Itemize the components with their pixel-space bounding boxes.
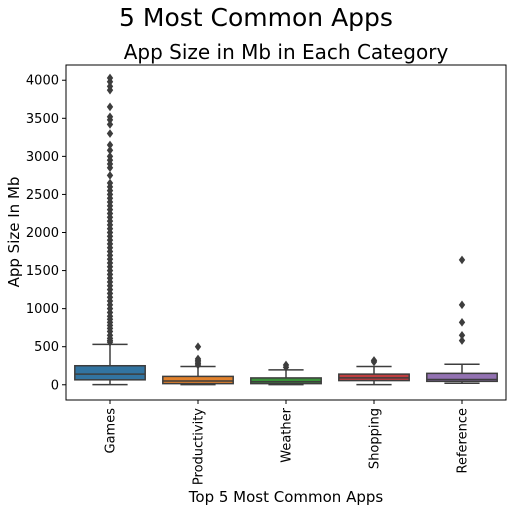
- box-group-games: [74, 73, 146, 386]
- chart-suptitle: 5 Most Common Apps: [119, 3, 393, 32]
- x-tick-label: Weather: [280, 407, 295, 462]
- outlier-point: [106, 112, 114, 122]
- box-group-productivity: [162, 342, 234, 386]
- outlier-point: [106, 145, 114, 155]
- x-tick-label: Games: [104, 408, 119, 454]
- y-tick-label: 2000: [26, 226, 59, 241]
- y-tick-label: 3000: [26, 150, 59, 165]
- outlier-point: [194, 342, 202, 352]
- outlier-point: [370, 356, 378, 365]
- outlier-point: [458, 336, 466, 345]
- chart-title: App Size in Mb in Each Category: [124, 40, 449, 64]
- y-tick-label: 1500: [26, 264, 59, 279]
- outlier-point: [458, 255, 466, 265]
- outlier-point: [106, 152, 114, 161]
- x-tick-label: Productivity: [192, 408, 207, 485]
- y-tick-label: 4000: [26, 74, 59, 89]
- box-iqr: [162, 375, 234, 385]
- box-iqr: [426, 372, 498, 383]
- outlier-point: [106, 129, 114, 138]
- y-tick-label: 2500: [26, 188, 59, 203]
- outlier-point: [194, 354, 202, 364]
- outlier-point: [106, 102, 114, 112]
- x-axis: Games Productivity Weather Shopping Referenc…: [104, 400, 471, 485]
- outlier-point: [106, 140, 114, 150]
- outlier-point: [106, 171, 114, 180]
- box-group-reference: [426, 255, 498, 384]
- box-group-weather: [250, 360, 322, 386]
- outlier-point: [106, 81, 114, 91]
- y-tick-label: 500: [34, 340, 59, 355]
- plot-frame: [65, 64, 507, 401]
- outlier-point: [106, 120, 114, 129]
- y-axis: 0 500 1000 1500 2000 2500 3000 3500 4000: [26, 74, 66, 393]
- x-tick-label: Shopping: [368, 408, 383, 469]
- y-axis-label: App Size In Mb: [5, 177, 23, 288]
- outlier-point: [106, 178, 114, 188]
- outlier-point: [458, 318, 466, 327]
- x-axis-label: Top 5 Most Common Apps: [188, 488, 384, 506]
- outlier-point: [282, 360, 290, 370]
- y-tick-label: 1000: [26, 302, 59, 317]
- box-iqr: [250, 377, 322, 385]
- y-tick-label: 3500: [26, 112, 59, 127]
- outlier-point: [458, 300, 466, 310]
- y-tick-label: 0: [51, 378, 59, 393]
- boxes-layer: [74, 73, 498, 386]
- x-tick-label: Reference: [456, 408, 471, 473]
- outlier-point: [106, 73, 114, 83]
- box-iqr: [74, 364, 146, 381]
- box-group-shopping: [338, 356, 410, 386]
- outlier-point: [458, 330, 466, 340]
